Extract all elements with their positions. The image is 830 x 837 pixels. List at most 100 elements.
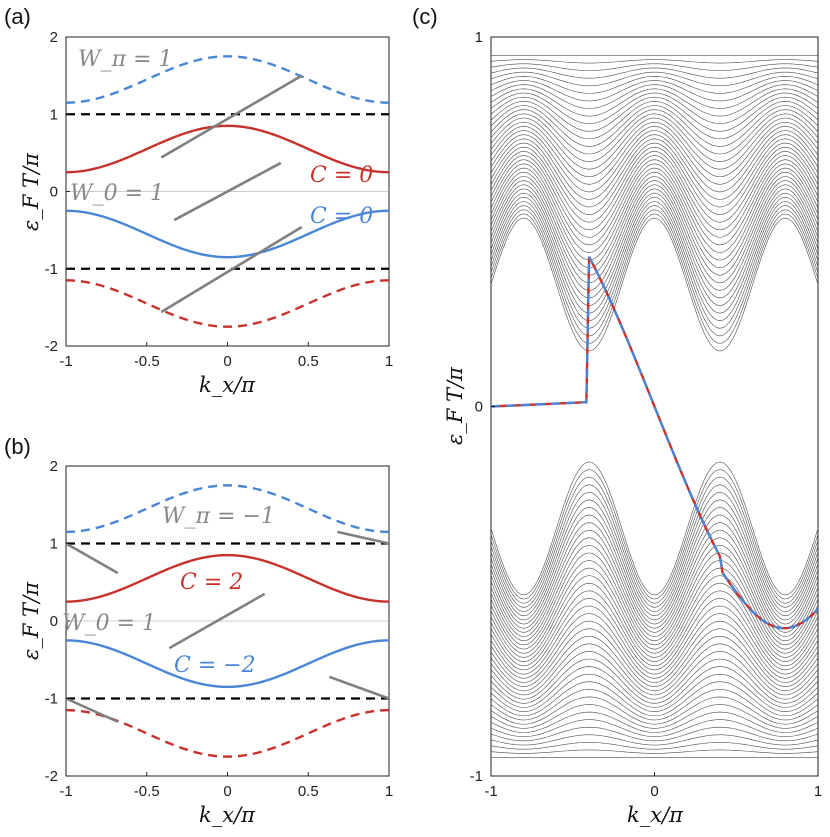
edge-state-b-2: [337, 530, 390, 545]
bulk-band-upper-7: [490, 188, 819, 299]
x-tick-label-b-2: 0: [223, 783, 231, 800]
x-tick-label-a-3: 0.5: [298, 353, 319, 370]
y-axis-label-c: ε_F T/π: [443, 366, 467, 445]
bulk-band-upper-19: [490, 138, 819, 208]
bulk-band-lower-0: [490, 461, 819, 596]
x-tick-label-a-1: -0.5: [134, 353, 160, 370]
bulk-band-lower-32: [490, 704, 819, 729]
bulk-band-upper-14: [490, 159, 819, 246]
bulk-band-upper-20: [490, 134, 819, 200]
bulk-band-upper-11: [490, 171, 819, 269]
bulk-band-upper-27: [490, 105, 819, 147]
bulk-band-upper-3: [490, 205, 819, 329]
series-line-a-3: [65, 279, 390, 328]
y-tick-label-b-2: 0: [50, 613, 58, 630]
bulk-band-upper-28: [490, 101, 819, 140]
edge-state-c-0: [490, 256, 819, 630]
bulk-band-lower-25: [490, 651, 819, 700]
bulk-band-lower-28: [490, 673, 819, 712]
bulk-band-upper-37: [490, 63, 819, 71]
panel-label-a: (a): [4, 4, 31, 29]
bulk-band-lower-6: [490, 507, 819, 621]
bulk-band-lower-7: [490, 514, 819, 625]
bulk-band-lower-1: [490, 469, 819, 600]
edge-state-a-0: [160, 74, 303, 159]
edge-state-b-3: [65, 697, 119, 723]
bulk-band-upper-10: [490, 176, 819, 276]
y-tick-label-b-1: 1: [50, 536, 58, 553]
bulk-band-upper-22: [490, 126, 819, 185]
bulk-band-lower-9: [490, 529, 819, 633]
x-tick-label-a-4: 1: [385, 353, 393, 370]
series-line-b-3: [65, 708, 390, 758]
bulk-band-lower-16: [490, 582, 819, 662]
x-tick-label-b-0: -1: [59, 783, 72, 800]
chern-bottom-label-a: C = 0: [310, 204, 373, 229]
bulk-band-lower-17: [490, 590, 819, 667]
bulk-band-lower-2: [490, 476, 819, 604]
bulk-band-lower-3: [490, 484, 819, 608]
bulk-band-lower-4: [490, 491, 819, 612]
edge-state-c-1: [490, 256, 819, 630]
y-tick-label-a-3: -1: [45, 261, 58, 278]
bulk-band-lower-10: [490, 537, 819, 637]
y-tick-label-c-2: -1: [470, 768, 483, 785]
bulk-band-lower-30: [490, 689, 819, 721]
bulk-band-upper-17: [490, 146, 819, 223]
w-0-label-b: W_0 = 1: [62, 611, 156, 636]
bulk-band-upper-29: [490, 96, 819, 132]
bulk-band-lower-20: [490, 613, 819, 679]
bulk-band-upper-5: [490, 196, 819, 314]
bulk-band-upper-6: [490, 192, 819, 306]
y-axis-label-a: ε_F T/π: [19, 152, 43, 231]
bulk-band-upper-4: [490, 201, 819, 322]
bulk-band-lower-37: [490, 742, 819, 750]
x-axis-label-b: k_x/π: [199, 803, 256, 827]
bulk-band-lower-8: [490, 522, 819, 629]
series-line-a-2: [65, 55, 390, 104]
panel-label-b: (b): [4, 434, 31, 459]
x-tick-label-b-4: 1: [385, 783, 393, 800]
edge-state-b-4: [328, 675, 390, 700]
edge-state-a-2: [160, 225, 303, 314]
series-line-a-0: [65, 124, 390, 174]
w-0-label-a: W_0 = 1: [70, 181, 164, 206]
chern-top-label-b: C = 2: [180, 570, 243, 595]
bulk-band-lower-13: [490, 560, 819, 650]
bulk-band-upper-36: [490, 67, 819, 79]
bulk-band-upper-9: [490, 180, 819, 284]
y-axis-label-b: ε_F T/π: [19, 581, 43, 660]
bulk-band-lower-33: [490, 711, 819, 733]
chern-top-label-a: C = 0: [310, 163, 373, 188]
bulk-band-upper-21: [490, 130, 819, 193]
bulk-band-upper-30: [490, 92, 819, 124]
bulk-band-upper-24: [490, 117, 819, 170]
bulk-band-upper-38: [490, 59, 819, 64]
bulk-band-lower-11: [490, 544, 819, 642]
bulk-band-upper-16: [490, 151, 819, 231]
series-line-a-1: [65, 209, 390, 259]
bulk-band-lower-24: [490, 643, 819, 696]
bulk-band-upper-23: [490, 121, 819, 178]
x-tick-label-c-1: 0: [650, 783, 658, 800]
bulk-band-lower-14: [490, 567, 819, 654]
chern-bottom-label-b: C = −2: [174, 653, 256, 678]
y-tick-label-a-1: 1: [50, 106, 58, 123]
bulk-band-upper-26: [490, 109, 819, 155]
y-tick-label-a-0: 2: [50, 29, 58, 46]
edge-state-a-1: [173, 161, 282, 222]
bulk-band-lower-23: [490, 635, 819, 692]
panel-c: (c) -1 0 1 1 0 -1 k_x/π ε_F T/π: [412, 4, 822, 827]
bulk-band-upper-32: [490, 84, 819, 109]
y-tick-label-b-0: 2: [50, 458, 58, 475]
bulk-band-lower-27: [490, 666, 819, 708]
bulk-band-upper-15: [490, 155, 819, 238]
y-tick-label-a-2: 0: [50, 184, 58, 201]
w-pi-label-b: W_π = −1: [162, 504, 275, 529]
bulk-band-lower-34: [490, 719, 819, 737]
y-tick-label-c-1: 0: [475, 399, 483, 416]
bulk-band-upper-12: [490, 167, 819, 261]
x-tick-label-b-1: -0.5: [134, 783, 160, 800]
bulk-band-upper-8: [490, 184, 819, 291]
